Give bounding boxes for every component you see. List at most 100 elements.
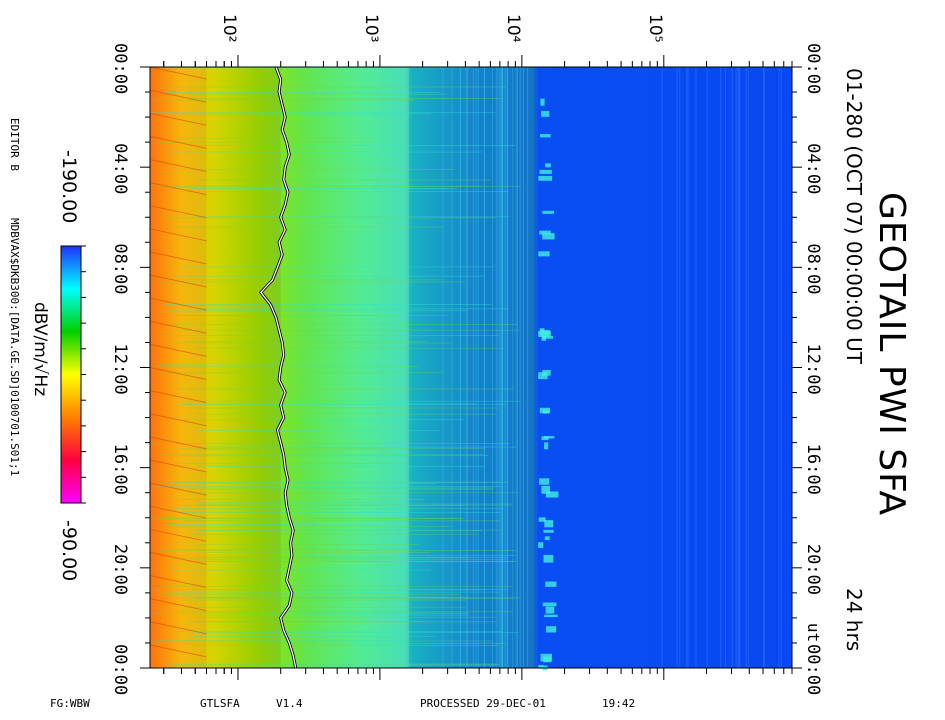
heatmap-emission [542,602,557,607]
time-tick-label-right: 00:00 [803,43,823,94]
heatmap-emission [542,336,554,339]
footer-program: GTLSFA [200,697,240,710]
footer-processed-time: 19:42 [602,697,636,710]
heatmap-emission [543,410,549,414]
heatmap-emission [540,110,550,117]
heatmap-lf-streak [149,505,207,519]
heatmap-emission [538,175,553,181]
colorbar [60,245,82,504]
heatmap-band-2 [280,67,409,668]
heatmap-emission [539,478,550,485]
heatmap-emission [545,606,555,614]
heatmap-emission [541,485,551,494]
heatmap-band-1 [206,67,281,668]
freq-tick-label: 10³ [361,14,381,42]
heatmap-emission [545,581,557,587]
colorbar-max-label: -90.00 [58,520,80,582]
freq-tick-label: 10⁴ [503,14,523,43]
time-tick-label-left: 04:00 [110,143,130,194]
heatmap-emission [542,233,555,240]
duration-label: 24 hrs [842,588,866,652]
date-line: 01-280 (OCT 07) 00:00:00 UT [842,68,866,364]
series-line [260,66,297,669]
freq-tick-label: 10² [219,14,239,42]
heatmap-emission [542,210,555,214]
heatmap-emission [543,656,552,663]
heatmap-emission [543,436,555,439]
heatmap-lf-streak [149,436,207,450]
heatmap-lf-streak [149,274,207,288]
heatmap-emission [538,517,546,522]
colorbar-unit-label: dBV/m/√Hz [30,302,50,397]
heatmap-emission [545,491,559,498]
heatmap-lf-streak [149,158,207,172]
heatmap-emission [544,442,549,450]
time-tick-label-left: 16:00 [110,444,130,495]
time-tick-label-right: 12:00 [803,344,823,395]
heatmap-lf-streak [149,482,207,496]
heatmap-emission [539,230,551,235]
time-tick-label-left: 20:00 [110,544,130,595]
heatmap-band-4 [535,67,792,668]
heatmap-lf-streak [149,644,207,658]
heatmap-lf-streak [149,297,207,311]
heatmap-lf-streak [149,343,207,357]
heatmap-emission [538,542,544,548]
heatmap-lf-streak [149,135,207,149]
heatmap-emission [546,626,557,633]
time-tick-label-left: 00:00 [110,43,130,94]
heatmap-base [150,67,792,668]
title: GEOTAIL PWI SFA [871,192,912,517]
heatmap-emission [544,520,554,528]
heatmap-emission [538,331,551,337]
time-tick-label-right: 20:00 [803,544,823,595]
heatmap-lf-streak [149,367,207,380]
heatmap-emission [538,664,544,669]
heatmap-lf-streak [149,390,207,404]
heatmap-lf-streak [149,228,207,242]
time-tick-label-right: 16:00 [803,444,823,495]
heatmap-emission [545,163,551,168]
editor-label: EDITOR B [8,118,21,171]
data-path-label: MDBVAX$DKB300:[DATA.GE.SD]0100701.S01;1 [8,218,21,477]
heatmap-band-0 [150,67,207,668]
heatmap-lf-streak [149,320,207,334]
heatmap-lf-streak [149,551,207,565]
time-tick-label-right: 00:00 [803,644,823,695]
heatmap-emission [543,529,554,533]
heatmap-emission [543,554,554,563]
heatmap-lf-streak [149,251,207,265]
heatmap-emission [538,251,550,257]
footer-processed: PROCESSED 29-DEC-01 [420,697,546,710]
heatmap-lf-streak [149,89,207,103]
heatmap-lf-streak [149,182,207,196]
time-tick-label-left: 12:00 [110,344,130,395]
footer-left: FG:WBW [50,697,90,710]
heatmap-emission [541,436,549,441]
heatmap-band-3 [408,67,536,668]
heatmap-emission [544,536,550,541]
colorbar-min-label: -190.00 [58,150,80,224]
heatmap-lf-streak [149,413,207,427]
heatmap-lf-streak [149,575,207,589]
heatmap-emission [538,372,548,380]
time-axis-ut-label: ut [804,623,823,642]
time-tick-label-left: 08:00 [110,243,130,294]
heatmap-emission [539,328,545,335]
heatmap-lf-streak [149,528,207,542]
heatmap-lf-streak [149,459,207,473]
time-tick-label-left: 00:00 [110,644,130,695]
heatmap-lf-streak [149,621,207,635]
time-tick-label-right: 04:00 [803,143,823,194]
heatmap-lf-streak [149,66,207,80]
footer-version: V1.4 [276,697,303,710]
time-tick-label-right: 08:00 [803,243,823,294]
heatmap-emission [544,614,558,618]
heatmap-lf-streak [149,205,207,219]
heatmap-lf-streak [149,112,207,126]
heatmap-emission [539,134,551,138]
freq-tick-label: 10⁵ [645,14,665,42]
heatmap-lf-streak [149,598,207,612]
